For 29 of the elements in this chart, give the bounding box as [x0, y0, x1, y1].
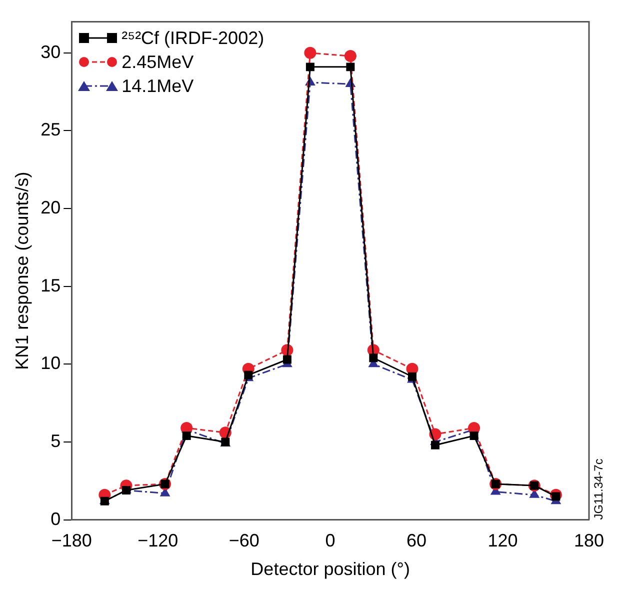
y-tick-label: 5 [50, 430, 61, 451]
point [282, 355, 292, 364]
x-tick-label: −60 [228, 530, 260, 551]
legend-label: ²⁵²Cf (IRDF-2002) [122, 26, 264, 50]
x-tick-label: −120 [138, 530, 178, 551]
y-tick-label: 10 [40, 353, 61, 374]
point [430, 440, 440, 450]
x-axis-title: Detector position (°) [250, 559, 410, 580]
legend-label: 14.1MeV [122, 74, 194, 98]
x-tick-label: −180 [51, 530, 92, 551]
point [346, 62, 355, 72]
x-tick-label: 120 [488, 530, 518, 551]
point [369, 354, 378, 362]
y-axis-title: KN1 response (counts/s) [12, 172, 32, 370]
x-tick-label: 0 [325, 530, 336, 551]
point [344, 50, 356, 62]
point [304, 46, 316, 59]
y-tick-label: 0 [50, 508, 61, 529]
y-tick-label: 30 [40, 42, 61, 62]
x-tick-label: 60 [406, 530, 427, 551]
x-tick-label: 180 [574, 530, 604, 551]
y-tick-label: 25 [40, 120, 61, 140]
point [182, 432, 191, 440]
y-tick-label: 20 [40, 198, 61, 218]
point [306, 62, 314, 72]
point [470, 432, 478, 440]
text: JG11.34-7c [591, 458, 606, 520]
y-tick-label: 15 [40, 275, 61, 296]
legend-label: 2.45MeV [122, 50, 194, 74]
